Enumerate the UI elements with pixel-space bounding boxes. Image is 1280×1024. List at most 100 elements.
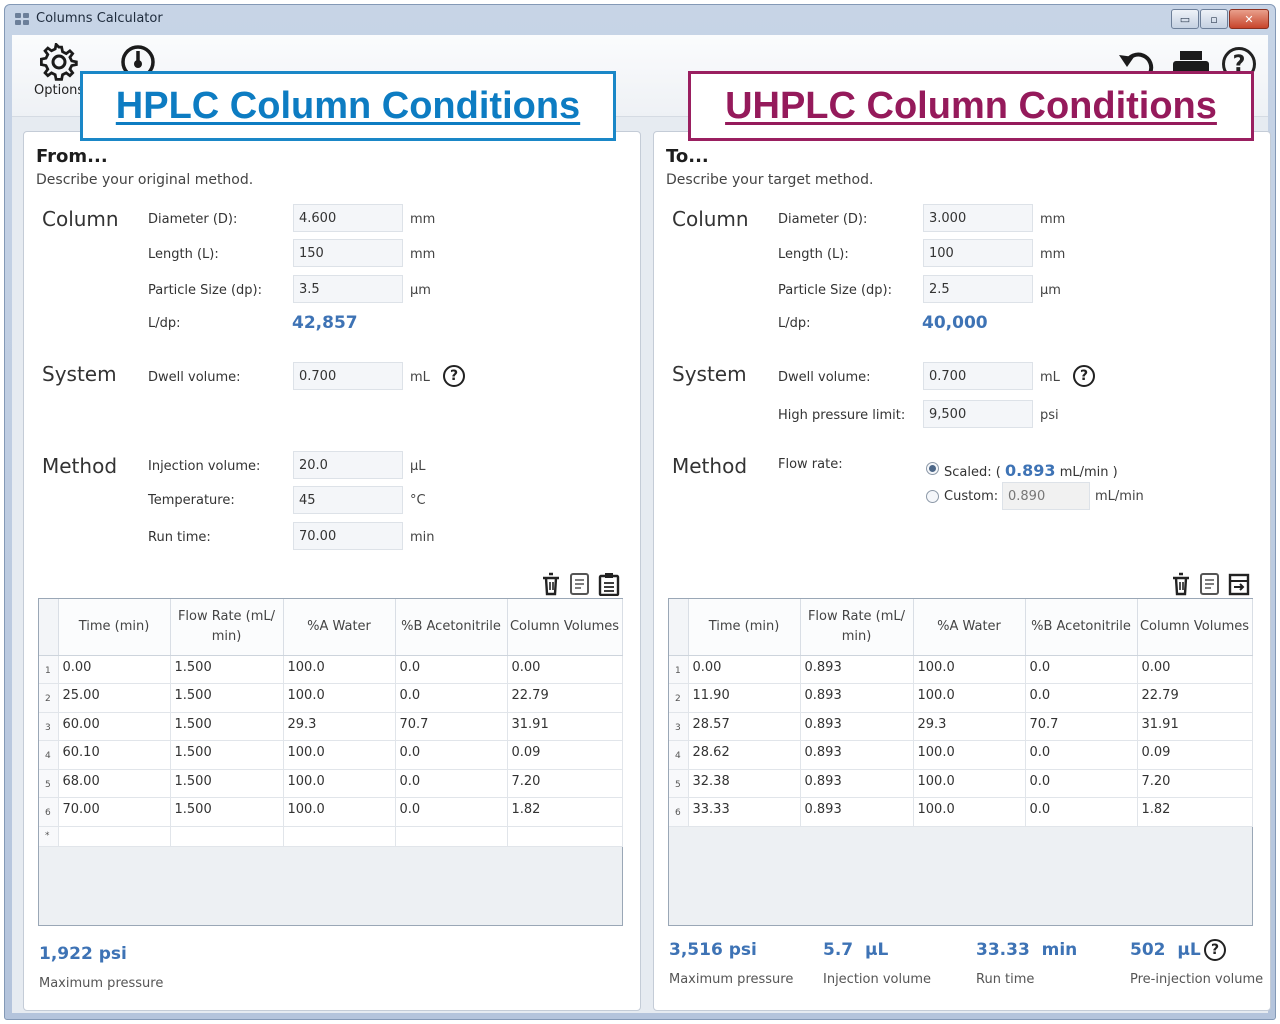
row-number: 4 [669,740,689,770]
table-cell[interactable]: 0.0 [395,797,508,827]
preinjection-help-icon[interactable]: ? [1204,939,1226,961]
column-header[interactable]: %B Acetonitrile [395,599,508,656]
to-preinjection-value: 502 µL [1130,940,1201,960]
table-row[interactable]: 2 11.90 0.893 100.0 0.0 22.79 [669,683,1253,713]
table-cell[interactable]: 1.500 [170,740,284,770]
from-heading: From... [36,146,108,167]
table-row[interactable]: 5 68.00 1.500 100.0 0.0 7.20 [39,769,623,798]
table-cell[interactable] [58,826,171,847]
table-cell[interactable] [283,826,396,847]
scaled-radio[interactable] [926,462,939,475]
table-cell[interactable]: 100.0 [283,683,396,713]
column-header[interactable]: %A Water [283,599,396,656]
table-cell[interactable]: 29.3 [283,712,396,741]
minimize-button[interactable]: ▭ [1171,9,1199,29]
export-icon[interactable] [1228,572,1250,596]
to-diameter-input[interactable] [923,204,1033,232]
copy-icon[interactable] [569,572,591,596]
options-button[interactable]: Options [34,43,84,98]
table-row[interactable]: 2 25.00 1.500 100.0 0.0 22.79 [39,683,623,713]
table-cell[interactable]: 1.500 [170,683,284,713]
column-header[interactable]: %A Water [913,599,1026,656]
table-cell[interactable] [395,826,508,847]
column-header[interactable]: Time (min) [688,599,801,656]
from-length-input[interactable] [293,239,403,267]
from-particle-input[interactable] [293,275,403,303]
table-row[interactable]: 6 70.00 1.500 100.0 0.0 1.82 [39,797,623,827]
custom-radio[interactable] [926,490,939,503]
from-runtime-input[interactable] [293,522,403,550]
table-cell: 0.0 [1025,769,1138,798]
from-diameter-input[interactable] [293,204,403,232]
to-dwell-unit: mL [1040,370,1060,385]
table-cell[interactable]: 0.0 [395,769,508,798]
close-button[interactable]: ✕ [1229,9,1269,29]
table-cell[interactable]: 0.0 [395,740,508,770]
maximize-button[interactable]: ▫ [1200,9,1228,29]
copy-icon[interactable] [1199,572,1221,596]
column-header[interactable]: Column Volumes [1137,599,1253,656]
window-title: Columns Calculator [36,11,163,26]
column-header[interactable]: Column Volumes [507,599,623,656]
to-particle-input[interactable] [923,275,1033,303]
table-row[interactable]: 5 32.38 0.893 100.0 0.0 7.20 [669,769,1253,798]
column-header[interactable]: %B Acetonitrile [1025,599,1138,656]
table-cell[interactable]: 1.500 [170,712,284,741]
table-row[interactable]: 6 33.33 0.893 100.0 0.0 1.82 [669,797,1253,827]
to-heading: To... [666,146,709,167]
table-cell[interactable]: 1.500 [170,769,284,798]
table-cell[interactable]: 0.00 [58,655,171,684]
from-particle-unit: µm [410,283,431,298]
row-number: 3 [39,712,59,741]
table-cell [507,826,623,847]
from-length-unit: mm [410,247,436,262]
from-injection-unit: µL [410,459,426,474]
column-header[interactable]: Flow Rate (mL/ min) [170,599,284,656]
table-cell: 100.0 [913,655,1026,684]
table-cell[interactable]: 0.0 [395,655,508,684]
table-cell[interactable] [170,826,284,847]
table-cell[interactable]: 1.500 [170,797,284,827]
table-row[interactable]: 4 28.62 0.893 100.0 0.0 0.09 [669,740,1253,770]
new-row[interactable]: * [39,826,623,847]
table-cell[interactable]: 1.500 [170,655,284,684]
window-controls: ▭ ▫ ✕ [1170,9,1269,29]
table-cell[interactable]: 70.00 [58,797,171,827]
column-header[interactable]: Time (min) [58,599,171,656]
table-cell[interactable]: 100.0 [283,655,396,684]
table-cell[interactable]: 100.0 [283,797,396,827]
table-row[interactable]: 1 0.00 1.500 100.0 0.0 0.00 [39,655,623,684]
from-table-tools [540,572,620,596]
from-temperature-label: Temperature: [148,493,235,508]
table-row[interactable]: 3 60.00 1.500 29.3 70.7 31.91 [39,712,623,741]
from-injection-input[interactable] [293,451,403,479]
table-cell[interactable]: 60.00 [58,712,171,741]
from-diameter-unit: mm [410,212,436,227]
delete-rows-icon[interactable] [540,572,562,596]
table-cell[interactable]: 0.0 [395,683,508,713]
custom-flow-input[interactable] [1002,482,1090,510]
dwell-help-icon[interactable]: ? [1073,365,1095,387]
table-row[interactable]: 4 60.10 1.500 100.0 0.0 0.09 [39,740,623,770]
table-cell[interactable]: 100.0 [283,769,396,798]
to-dwell-input[interactable] [923,362,1033,390]
paste-icon[interactable] [598,572,620,596]
table-cell: 0.00 [1137,655,1253,684]
from-dwell-input[interactable] [293,362,403,390]
table-cell[interactable]: 100.0 [283,740,396,770]
to-panel: To... Describe your target method. Colum… [653,131,1271,1011]
table-cell[interactable]: 70.7 [395,712,508,741]
to-pressure-limit-input[interactable] [923,400,1033,428]
delete-rows-icon[interactable] [1170,572,1192,596]
table-row[interactable]: 3 28.57 0.893 29.3 70.7 31.91 [669,712,1253,741]
dwell-help-icon[interactable]: ? [443,365,465,387]
row-number: 6 [39,797,59,827]
table-cell[interactable]: 60.10 [58,740,171,770]
table-row[interactable]: 1 0.00 0.893 100.0 0.0 0.00 [669,655,1253,684]
row-header-corner [669,599,689,656]
to-length-input[interactable] [923,239,1033,267]
from-temperature-input[interactable] [293,486,403,514]
table-cell[interactable]: 25.00 [58,683,171,713]
column-header[interactable]: Flow Rate (mL/ min) [800,599,914,656]
table-cell[interactable]: 68.00 [58,769,171,798]
